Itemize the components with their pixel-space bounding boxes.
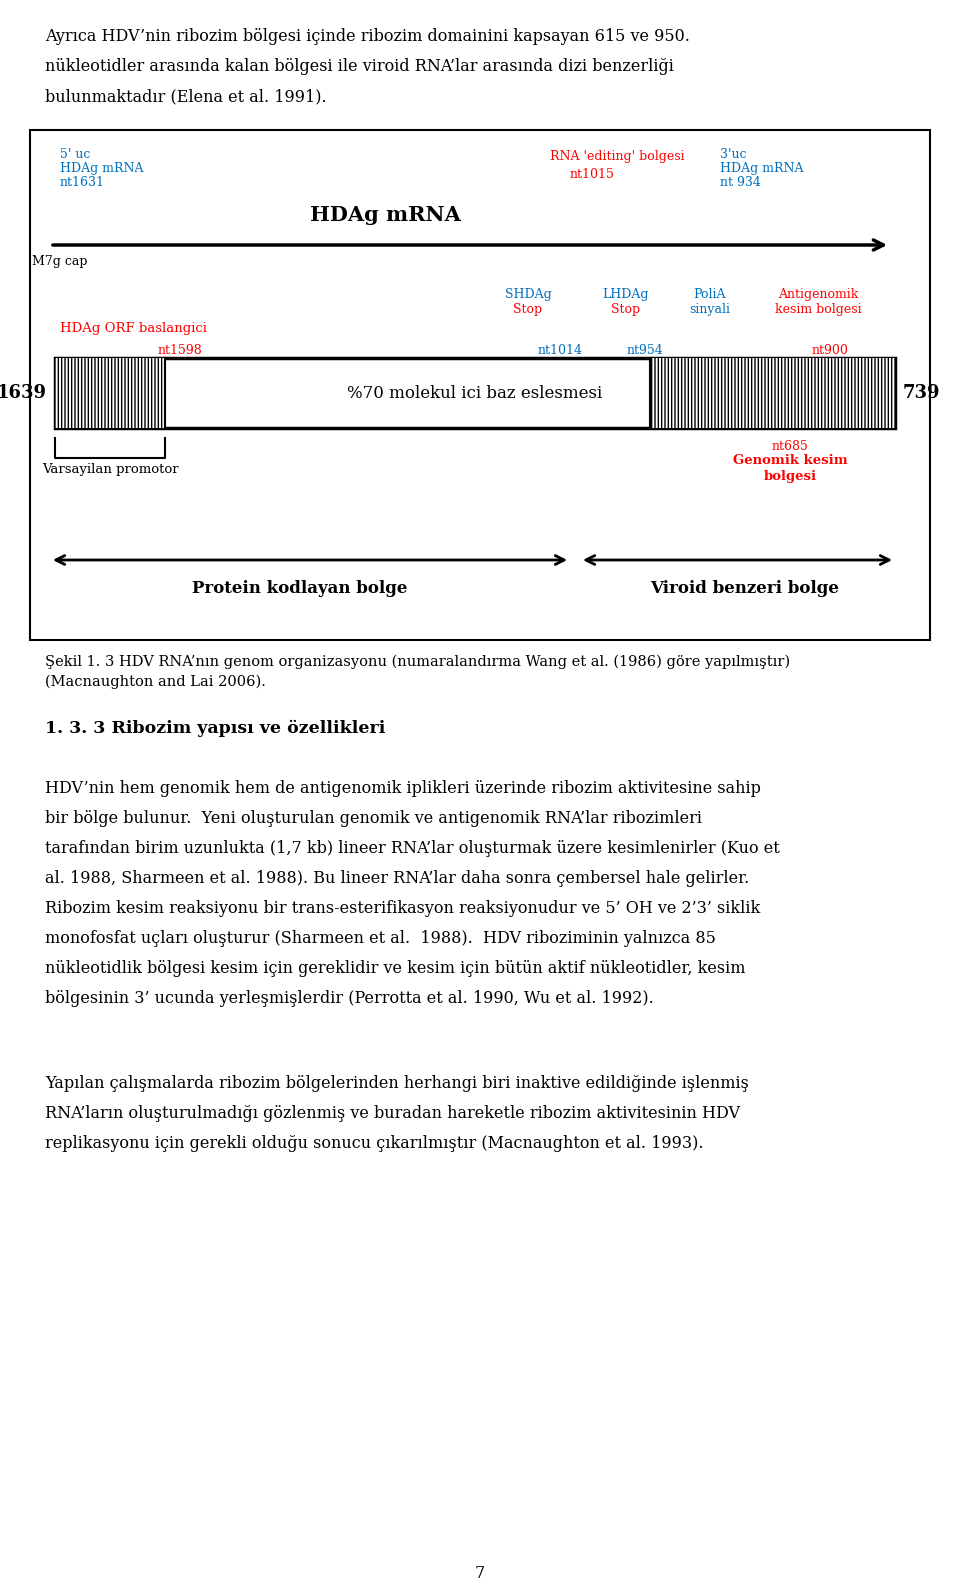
Text: bulunmaktadır (Elena et al. 1991).: bulunmaktadır (Elena et al. 1991). [45,87,326,105]
Text: 1639: 1639 [0,385,47,402]
Text: Ayrıca HDV’nin ribozim bölgesi içinde ribozim domainini kapsayan 615 ve 950.: Ayrıca HDV’nin ribozim bölgesi içinde ri… [45,29,690,45]
Text: Protein kodlayan bolge: Protein kodlayan bolge [192,580,408,596]
Bar [55,358,895,428]
Text: 739: 739 [903,385,941,402]
Text: Genomik kesim: Genomik kesim [732,455,848,467]
Text: nt1598: nt1598 [157,343,203,358]
Text: RNA’ların oluşturulmadığı gözlenmiş ve buradan hareketle ribozim aktivitesinin H: RNA’ların oluşturulmadığı gözlenmiş ve b… [45,1105,740,1123]
Text: Stop: Stop [514,304,542,316]
Text: Stop: Stop [612,304,640,316]
Text: LHDAg: LHDAg [603,288,649,301]
Bar [650,358,895,428]
Text: nt685: nt685 [772,440,808,453]
Text: nt1014: nt1014 [538,343,583,358]
Text: nt1015: nt1015 [570,169,614,181]
Text: bolgesi: bolgesi [763,471,817,483]
Text: 7: 7 [475,1565,485,1582]
Text: SHDAg: SHDAg [505,288,551,301]
Text: Varsayilan promotor: Varsayilan promotor [41,463,179,475]
Text: Viroid benzeri bolge: Viroid benzeri bolge [651,580,839,596]
Text: monofosfat uçları oluşturur (Sharmeen et al.  1988).  HDV riboziminin yalnızca 8: monofosfat uçları oluşturur (Sharmeen et… [45,930,716,948]
Text: tarafından birim uzunlukta (1,7 kb) lineer RNA’lar oluşturmak üzere kesimlenirle: tarafından birim uzunlukta (1,7 kb) line… [45,840,780,857]
Text: HDAg mRNA: HDAg mRNA [60,162,143,175]
Text: 3'uc: 3'uc [720,148,747,161]
Text: al. 1988, Sharmeen et al. 1988). Bu lineer RNA’lar daha sonra çembersel hale gel: al. 1988, Sharmeen et al. 1988). Bu line… [45,870,749,887]
Text: Antigenomik: Antigenomik [778,288,858,301]
Text: bir bölge bulunur.  Yeni oluşturulan genomik ve antigenomik RNA’lar ribozimleri: bir bölge bulunur. Yeni oluşturulan geno… [45,809,702,827]
Text: replikasyonu için gerekli olduğu sonucu çıkarılmıştır (Macnaughton et al. 1993).: replikasyonu için gerekli olduğu sonucu … [45,1135,704,1153]
Text: Ribozim kesim reaksiyonu bir trans-esterifikasyon reaksiyonudur ve 5’ OH ve 2’3’: Ribozim kesim reaksiyonu bir trans-ester… [45,900,760,917]
Text: nt1631: nt1631 [60,176,105,189]
Text: M7g cap: M7g cap [32,254,87,269]
Bar [30,130,930,641]
Text: Yapılan çalışmalarda ribozim bölgelerinden herhangi biri inaktive edildiğinde iş: Yapılan çalışmalarda ribozim bölgelerind… [45,1075,749,1092]
Text: HDAg ORF baslangici: HDAg ORF baslangici [60,323,206,335]
Text: nt 934: nt 934 [720,176,761,189]
Text: kesim bolgesi: kesim bolgesi [775,304,861,316]
Text: HDAg mRNA: HDAg mRNA [310,205,461,226]
Text: 5' uc: 5' uc [60,148,90,161]
Text: PoliA: PoliA [694,288,727,301]
Text: HDAg mRNA: HDAg mRNA [720,162,804,175]
Text: RNA 'editing' bolgesi: RNA 'editing' bolgesi [550,149,684,164]
Bar [55,358,165,428]
Text: 1. 3. 3 Ribozim yapısı ve özellikleri: 1. 3. 3 Ribozim yapısı ve özellikleri [45,720,385,738]
Text: nükleotidler arasında kalan bölgesi ile viroid RNA’lar arasında dizi benzerliği: nükleotidler arasında kalan bölgesi ile … [45,57,674,75]
Text: sinyali: sinyali [689,304,731,316]
Text: nt954: nt954 [627,343,663,358]
Text: HDV’nin hem genomik hem de antigenomik iplikleri üzerinde ribozim aktivitesine s: HDV’nin hem genomik hem de antigenomik i… [45,781,761,797]
Text: bölgesinin 3’ ucunda yerleşmişlerdir (Perrotta et al. 1990, Wu et al. 1992).: bölgesinin 3’ ucunda yerleşmişlerdir (Pe… [45,991,654,1006]
Text: nt900: nt900 [811,343,849,358]
Text: Şekil 1. 3 HDV RNA’nın genom organizasyonu (numaralandırma Wang et al. (1986) gö: Şekil 1. 3 HDV RNA’nın genom organizasyo… [45,655,790,690]
Text: %70 molekul ici baz eslesmesi: %70 molekul ici baz eslesmesi [348,385,603,402]
Text: nükleotidlik bölgesi kesim için gereklidir ve kesim için bütün aktif nükleotidle: nükleotidlik bölgesi kesim için gereklid… [45,960,746,976]
